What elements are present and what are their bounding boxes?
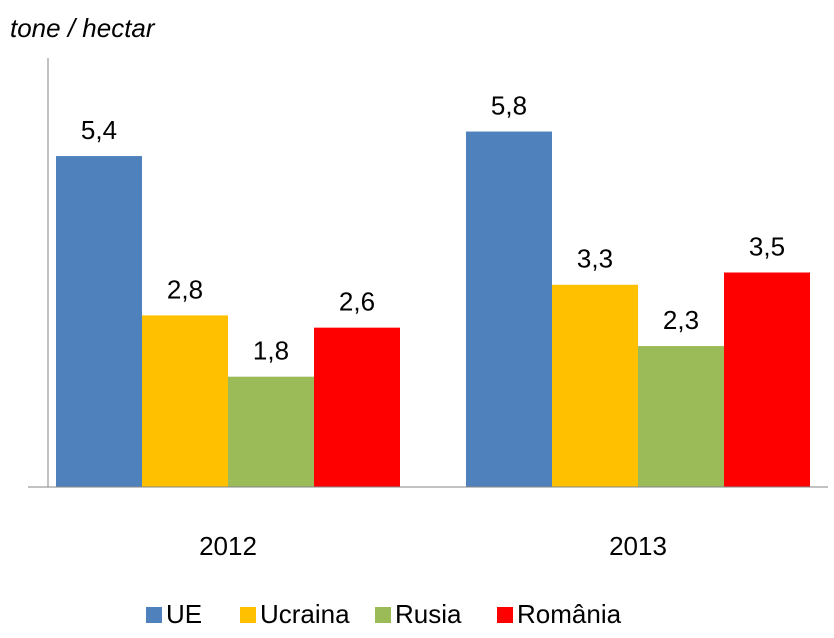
bar xyxy=(466,131,552,488)
legend-label: Ucraina xyxy=(260,599,350,629)
data-label: 2,6 xyxy=(339,287,375,317)
legend-swatch xyxy=(375,607,391,623)
data-label: 2,3 xyxy=(663,305,699,335)
x-tick-label: 2013 xyxy=(609,531,667,561)
y-axis-title: tone / hectar xyxy=(10,13,156,43)
data-label: 3,5 xyxy=(749,231,785,261)
data-label: 2,8 xyxy=(167,274,203,304)
bar xyxy=(56,156,142,488)
data-label: 1,8 xyxy=(253,336,289,366)
legend-swatch xyxy=(497,607,513,623)
legend-label: România xyxy=(517,599,622,629)
data-label: 5,4 xyxy=(81,115,117,145)
legend-swatch xyxy=(240,607,256,623)
bar xyxy=(314,327,400,487)
legend-label: UE xyxy=(166,599,202,629)
x-tick-label: 2012 xyxy=(199,531,257,561)
data-label: 3,3 xyxy=(577,244,613,274)
legend-swatch xyxy=(146,607,162,623)
bar xyxy=(228,376,314,487)
bar xyxy=(552,284,638,487)
bar xyxy=(142,315,228,487)
bar xyxy=(638,346,724,487)
legend-label: Rusia xyxy=(395,599,462,629)
bar xyxy=(724,272,810,487)
data-label: 5,8 xyxy=(491,90,527,120)
